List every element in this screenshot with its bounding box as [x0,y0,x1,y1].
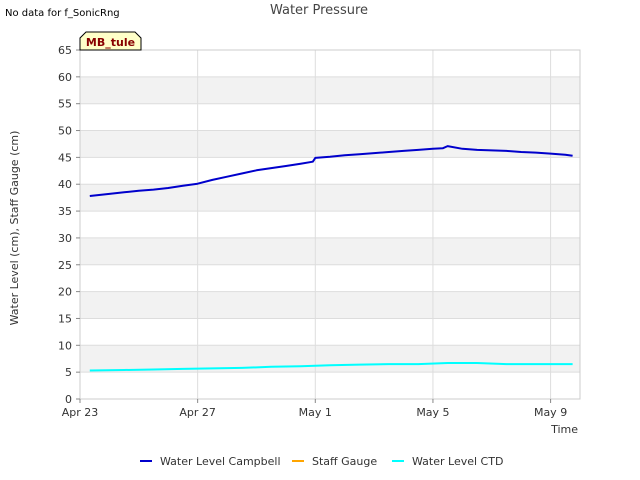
y-tick-label: 65 [58,44,72,57]
x-tick-label: May 1 [299,406,332,419]
legend-label: Water Level Campbell [160,455,281,468]
series-lines [89,145,573,372]
grid-band [80,291,580,319]
no-data-message: No data for f_SonicRng [5,8,120,19]
y-tick-label: 0 [65,393,72,406]
y-tick-label: 60 [58,71,72,84]
y-tick-label: 5 [65,366,72,379]
x-tick-label: May 9 [534,406,567,419]
x-axis: Apr 23 Apr 27 May 1 May 5 May 9 [62,399,567,419]
legend: Water Level Campbell Staff Gauge Water Lev… [140,455,503,468]
y-tick-label: 10 [58,339,72,352]
y-tick-label: 45 [58,151,72,164]
plot-background-bands [80,76,580,373]
grid-band [80,237,580,265]
y-tick-label: 40 [58,178,72,191]
plot-frame [79,49,581,400]
y-tick-label: 55 [58,98,72,111]
x-axis-label: Time [550,423,578,436]
series-line-water-level-ctd [89,362,573,372]
grid-band [80,184,580,212]
site-badge: MB_tule [79,31,142,51]
y-tick-label: 20 [58,286,72,299]
y-axis: 0 5 10 15 20 25 30 35 40 45 50 55 60 65 [58,44,80,406]
grid-band [80,130,580,158]
y-axis-label: Water Level (cm), Staff Gauge (cm) [8,131,21,326]
y-tick-label: 30 [58,232,72,245]
x-tick-label: Apr 23 [62,406,99,419]
site-badge-label: MB_tule [86,36,135,49]
series-line-water-level-campbell [89,145,573,197]
y-tick-label: 50 [58,125,72,138]
grid-band [80,76,580,104]
chart-title: Water Pressure [270,3,368,18]
y-tick-label: 25 [58,259,72,272]
grid-band [80,345,580,373]
x-tick-label: Apr 27 [179,406,216,419]
legend-label: Water Level CTD [412,455,503,468]
legend-label: Staff Gauge [312,455,377,468]
y-tick-label: 15 [58,312,72,325]
x-tick-label: May 5 [416,406,449,419]
y-tick-label: 35 [58,205,72,218]
